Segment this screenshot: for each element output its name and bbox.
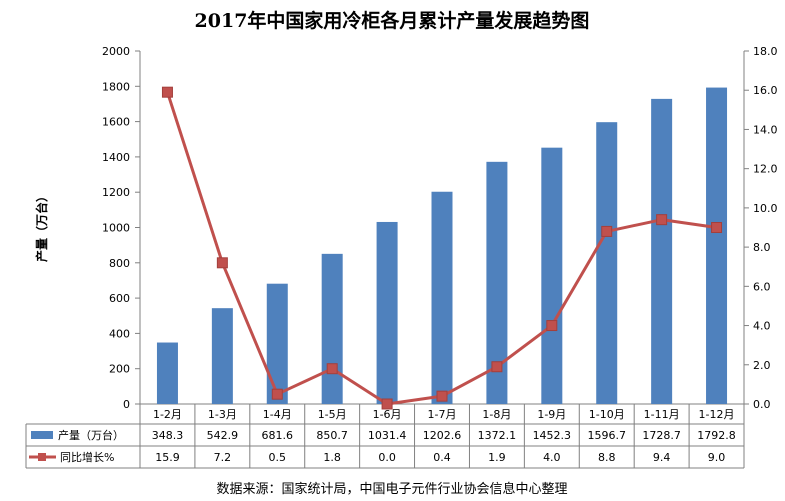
y-left-tick-label: 1200 <box>102 186 130 199</box>
bar <box>541 147 563 404</box>
growth-marker <box>216 257 228 269</box>
y-right-tick-label: 6.0 <box>753 280 771 293</box>
y-right-tick-label: 14.0 <box>753 123 778 136</box>
table-cell: 4.0 <box>543 451 561 464</box>
plot-area: 0 200 400 600 800 1000 1200 1400 1600 1800 2000 0.0… <box>102 45 778 424</box>
y-right-tick-label: 2.0 <box>753 359 771 372</box>
table-cell: 8.8 <box>598 451 616 464</box>
x-tick-label: 1-6月 <box>373 408 402 421</box>
y-left-tick-label: 400 <box>109 327 130 340</box>
legend-line-marker <box>38 453 46 461</box>
growth-marker <box>491 361 503 373</box>
legend-bar-label: 产量（万台） <box>58 428 124 442</box>
table-cell: 1202.6 <box>423 429 462 442</box>
table-cell: 1452.3 <box>533 429 572 442</box>
bar <box>211 308 233 404</box>
table-cell: 681.6 <box>262 429 294 442</box>
bar <box>596 122 618 405</box>
x-tick-label: 1-7月 <box>428 408 457 421</box>
y-left-tick-label: 200 <box>109 363 130 376</box>
y-left-tick-label: 1400 <box>102 151 130 164</box>
legend-line-label: 同比增长% <box>60 450 114 464</box>
growth-marker <box>711 222 723 233</box>
table-cell: 1596.7 <box>587 429 626 442</box>
growth-marker <box>436 390 448 402</box>
bar <box>266 283 288 404</box>
y-left-tick-label: 1800 <box>102 80 130 93</box>
table-cell: 1728.7 <box>642 429 681 442</box>
growth-marker <box>601 225 613 237</box>
bar <box>376 221 398 404</box>
source-note: 数据来源：国家统计局，中国电子元件行业协会信息中心整理 <box>216 481 567 497</box>
growth-marker <box>161 86 173 98</box>
x-tick-label: 1-12月 <box>699 408 735 421</box>
table-cell: 0.4 <box>433 451 451 464</box>
y-left-tick-label: 1000 <box>102 222 130 235</box>
table-cell: 15.9 <box>155 451 180 464</box>
y-left-tick-label: 800 <box>109 257 130 270</box>
growth-marker <box>271 388 283 400</box>
x-tick-label: 1-8月 <box>482 408 511 421</box>
table-cell: 0.5 <box>269 451 287 464</box>
x-tick-label: 1-2月 <box>153 408 182 421</box>
y-axis-label: 产量（万台） <box>34 190 49 262</box>
table-cell: 9.4 <box>653 451 671 464</box>
y-left-tick-label: 600 <box>109 292 130 305</box>
y-right-tick-label: 12.0 <box>753 163 778 176</box>
y-right-tick-label: 8.0 <box>753 241 771 254</box>
bar <box>486 161 508 404</box>
bar <box>321 253 343 404</box>
table-cell: 1.8 <box>323 451 341 464</box>
data-table: 1-2月 1-3月 1-4月 1-5月 1-6月 1-7月 1-8月 1-9月 1-10月 1-1… <box>25 408 745 469</box>
bar <box>706 87 728 404</box>
table-cell: 542.9 <box>207 429 239 442</box>
y-right-tick-label: 10.0 <box>753 202 778 215</box>
y-right-tick-label: 16.0 <box>753 84 778 97</box>
x-tick-label: 1-3月 <box>208 408 237 421</box>
table-cell: 7.2 <box>214 451 232 464</box>
legend-bar-key <box>31 431 53 439</box>
y-right-tick-label: 4.0 <box>753 320 771 333</box>
table-cell: 9.0 <box>708 451 726 464</box>
table-cell: 0.0 <box>378 451 396 464</box>
y-right-tick-label: 18.0 <box>753 45 778 58</box>
x-tick-label: 1-11月 <box>644 408 680 421</box>
x-tick-label: 1-4月 <box>263 408 292 421</box>
growth-marker <box>381 398 393 410</box>
growth-marker <box>546 320 558 332</box>
growth-marker <box>326 363 338 375</box>
x-tick-label: 1-9月 <box>537 408 566 421</box>
y-left-tick-label: 2000 <box>102 45 130 58</box>
table-cell: 1031.4 <box>368 429 407 442</box>
bar <box>156 342 178 404</box>
x-tick-label: 1-5月 <box>318 408 347 421</box>
table-cell: 348.3 <box>152 429 184 442</box>
y-left-tick-label: 0 <box>123 398 130 411</box>
y-right-tick-label: 0.0 <box>753 398 771 411</box>
x-tick-label: 1-10月 <box>589 408 625 421</box>
growth-marker <box>656 214 668 226</box>
table-cell: 1372.1 <box>478 429 517 442</box>
bar <box>651 98 673 404</box>
table-cell: 1.9 <box>488 451 506 464</box>
bar <box>431 191 453 404</box>
table-cell: 1792.8 <box>697 429 736 442</box>
chart-title: 2017年中国家用冷柜各月累计产量发展趋势图 <box>195 9 590 32</box>
y-left-tick-label: 1600 <box>102 116 130 129</box>
table-cell: 850.7 <box>316 429 348 442</box>
